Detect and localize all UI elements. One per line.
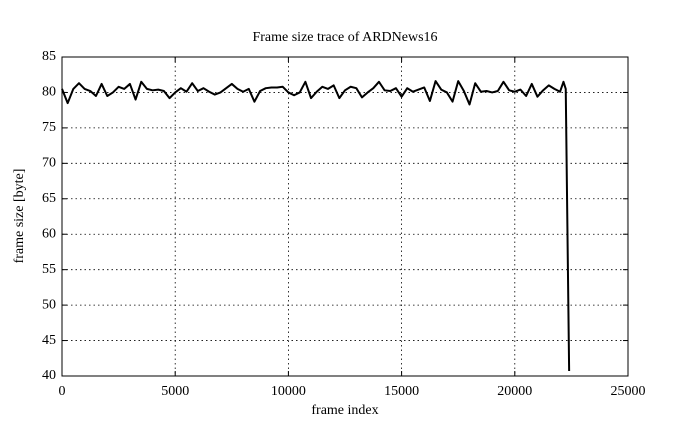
y-tick-label: 75	[42, 120, 56, 135]
x-tick-label: 25000	[611, 384, 646, 399]
plot-frame	[61, 56, 629, 377]
y-tick-label: 40	[42, 368, 56, 383]
y-tick-label: 45	[42, 333, 56, 348]
y-tick-label: 70	[42, 156, 56, 171]
y-axis-label: frame size [byte]	[12, 169, 27, 264]
y-tick-label: 65	[42, 191, 56, 206]
x-tick-label: 15000	[384, 384, 419, 399]
chart-title: Frame size trace of ARDNews16	[252, 30, 437, 45]
x-tick-label: 20000	[497, 384, 532, 399]
y-tick-label: 85	[42, 49, 56, 64]
x-tick-label: 5000	[161, 384, 189, 399]
y-tick-label: 55	[42, 262, 56, 277]
x-tick-label: 0	[59, 384, 66, 399]
data-line	[61, 80, 571, 372]
x-axis-label: frame index	[311, 403, 378, 418]
y-tick-label: 60	[42, 226, 56, 241]
x-tick-label: 10000	[271, 384, 306, 399]
y-tick-label: 50	[42, 297, 56, 312]
y-tick-label: 80	[42, 85, 56, 100]
